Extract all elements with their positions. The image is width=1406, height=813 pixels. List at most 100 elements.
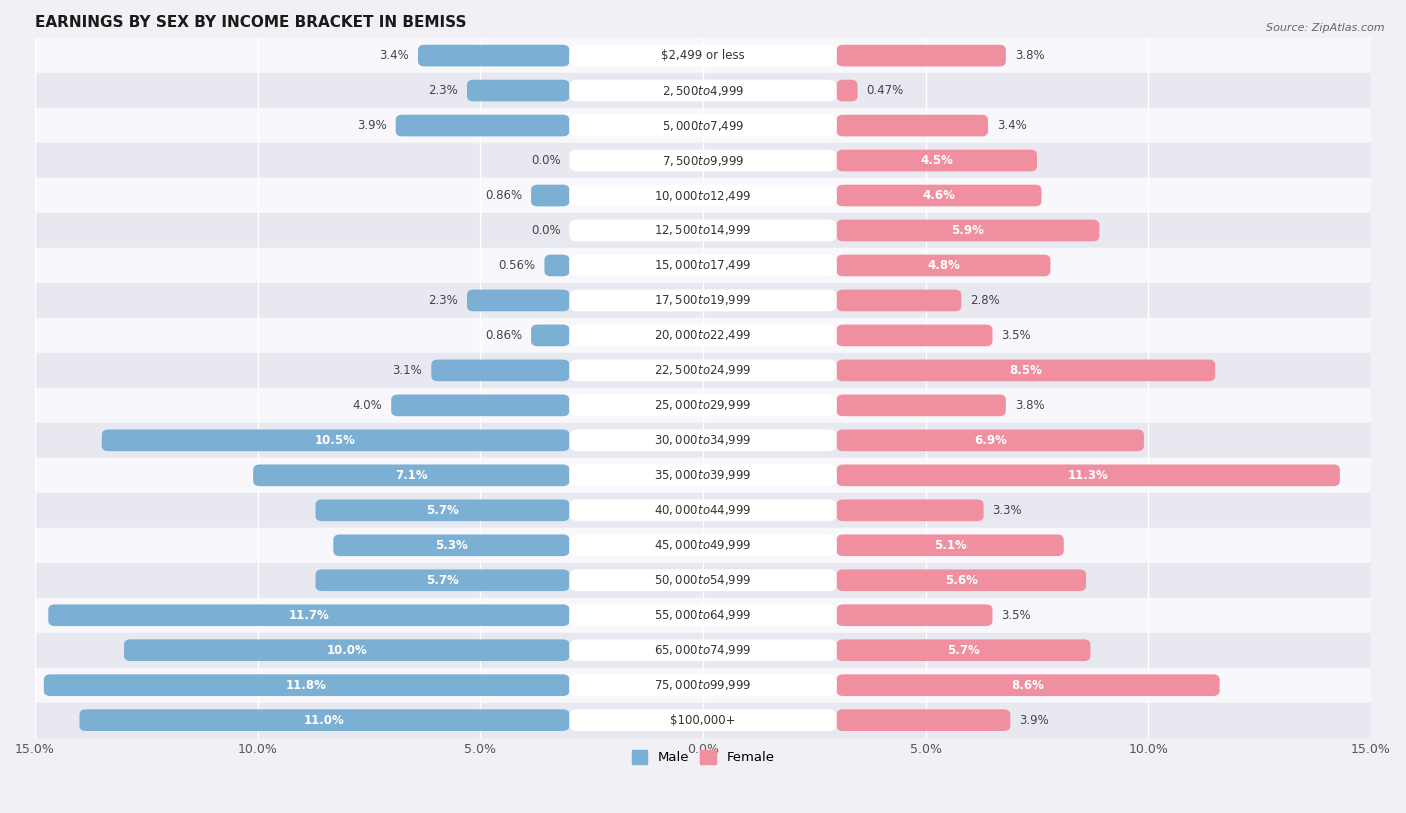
Text: $45,000 to $49,999: $45,000 to $49,999 [654, 538, 752, 552]
FancyBboxPatch shape [569, 289, 837, 311]
Bar [35, 178, 1371, 213]
FancyBboxPatch shape [569, 464, 837, 486]
Text: $10,000 to $12,499: $10,000 to $12,499 [654, 189, 752, 202]
Text: $30,000 to $34,999: $30,000 to $34,999 [654, 433, 752, 447]
Bar [35, 73, 1371, 108]
FancyBboxPatch shape [569, 499, 837, 521]
FancyBboxPatch shape [467, 289, 569, 311]
Text: 0.56%: 0.56% [498, 259, 536, 272]
FancyBboxPatch shape [837, 185, 1042, 207]
Text: 11.0%: 11.0% [304, 714, 344, 727]
Text: 0.86%: 0.86% [485, 189, 522, 202]
Text: $25,000 to $29,999: $25,000 to $29,999 [654, 398, 752, 412]
Bar [35, 563, 1371, 598]
FancyBboxPatch shape [569, 569, 837, 591]
Text: $12,500 to $14,999: $12,500 to $14,999 [654, 224, 752, 237]
Bar [35, 667, 1371, 702]
Bar [35, 213, 1371, 248]
FancyBboxPatch shape [432, 359, 569, 381]
Text: 5.7%: 5.7% [426, 504, 458, 517]
Text: $65,000 to $74,999: $65,000 to $74,999 [654, 643, 752, 657]
FancyBboxPatch shape [333, 534, 569, 556]
FancyBboxPatch shape [44, 674, 569, 696]
Text: $40,000 to $44,999: $40,000 to $44,999 [654, 503, 752, 517]
Text: $50,000 to $54,999: $50,000 to $54,999 [654, 573, 752, 587]
Text: 3.3%: 3.3% [993, 504, 1022, 517]
Text: 0.86%: 0.86% [485, 329, 522, 342]
Bar [35, 353, 1371, 388]
Text: $5,000 to $7,499: $5,000 to $7,499 [662, 119, 744, 133]
Text: $15,000 to $17,499: $15,000 to $17,499 [654, 259, 752, 272]
Text: 3.5%: 3.5% [1001, 329, 1031, 342]
FancyBboxPatch shape [837, 534, 1064, 556]
Text: 0.0%: 0.0% [531, 154, 561, 167]
Bar [35, 423, 1371, 458]
FancyBboxPatch shape [569, 674, 837, 696]
FancyBboxPatch shape [837, 464, 1340, 486]
Text: 4.8%: 4.8% [927, 259, 960, 272]
FancyBboxPatch shape [253, 464, 569, 486]
FancyBboxPatch shape [837, 604, 993, 626]
Text: 10.0%: 10.0% [326, 644, 367, 657]
Text: 5.6%: 5.6% [945, 574, 977, 587]
FancyBboxPatch shape [569, 80, 837, 102]
Text: 11.7%: 11.7% [288, 609, 329, 622]
FancyBboxPatch shape [391, 394, 569, 416]
FancyBboxPatch shape [569, 115, 837, 137]
FancyBboxPatch shape [569, 394, 837, 416]
FancyBboxPatch shape [837, 220, 1099, 241]
FancyBboxPatch shape [837, 80, 858, 102]
FancyBboxPatch shape [837, 499, 984, 521]
FancyBboxPatch shape [837, 394, 1005, 416]
Bar [35, 528, 1371, 563]
FancyBboxPatch shape [569, 604, 837, 626]
Text: 3.1%: 3.1% [392, 364, 422, 377]
Text: 8.5%: 8.5% [1010, 364, 1042, 377]
FancyBboxPatch shape [418, 45, 569, 67]
Bar [35, 388, 1371, 423]
Text: 3.8%: 3.8% [1015, 49, 1045, 62]
FancyBboxPatch shape [569, 254, 837, 276]
Text: EARNINGS BY SEX BY INCOME BRACKET IN BEMISS: EARNINGS BY SEX BY INCOME BRACKET IN BEM… [35, 15, 467, 30]
FancyBboxPatch shape [531, 185, 569, 207]
Text: $22,500 to $24,999: $22,500 to $24,999 [654, 363, 752, 377]
FancyBboxPatch shape [48, 604, 569, 626]
FancyBboxPatch shape [837, 639, 1091, 661]
FancyBboxPatch shape [837, 569, 1085, 591]
Text: 5.3%: 5.3% [434, 539, 468, 552]
FancyBboxPatch shape [80, 709, 569, 731]
Text: 3.4%: 3.4% [380, 49, 409, 62]
FancyBboxPatch shape [837, 429, 1144, 451]
FancyBboxPatch shape [569, 45, 837, 67]
Bar [35, 108, 1371, 143]
Text: 3.9%: 3.9% [1019, 714, 1049, 727]
FancyBboxPatch shape [569, 709, 837, 731]
Text: $7,500 to $9,999: $7,500 to $9,999 [662, 154, 744, 167]
Text: 0.47%: 0.47% [866, 84, 904, 97]
FancyBboxPatch shape [395, 115, 569, 137]
Text: 5.9%: 5.9% [952, 224, 984, 237]
FancyBboxPatch shape [315, 569, 569, 591]
Text: 3.4%: 3.4% [997, 119, 1026, 132]
Bar [35, 702, 1371, 737]
FancyBboxPatch shape [101, 429, 569, 451]
Text: $75,000 to $99,999: $75,000 to $99,999 [654, 678, 752, 692]
Text: 8.6%: 8.6% [1012, 679, 1045, 692]
Bar [35, 633, 1371, 667]
FancyBboxPatch shape [315, 499, 569, 521]
Text: 3.9%: 3.9% [357, 119, 387, 132]
FancyBboxPatch shape [837, 709, 1011, 731]
Text: 4.6%: 4.6% [922, 189, 956, 202]
FancyBboxPatch shape [569, 639, 837, 661]
FancyBboxPatch shape [569, 359, 837, 381]
Text: 11.3%: 11.3% [1069, 469, 1108, 482]
Text: 5.7%: 5.7% [948, 644, 980, 657]
FancyBboxPatch shape [544, 254, 569, 276]
Text: 2.3%: 2.3% [429, 294, 458, 307]
FancyBboxPatch shape [124, 639, 569, 661]
Bar [35, 493, 1371, 528]
FancyBboxPatch shape [569, 324, 837, 346]
FancyBboxPatch shape [569, 185, 837, 207]
Bar [35, 143, 1371, 178]
Text: $2,499 or less: $2,499 or less [661, 49, 745, 62]
